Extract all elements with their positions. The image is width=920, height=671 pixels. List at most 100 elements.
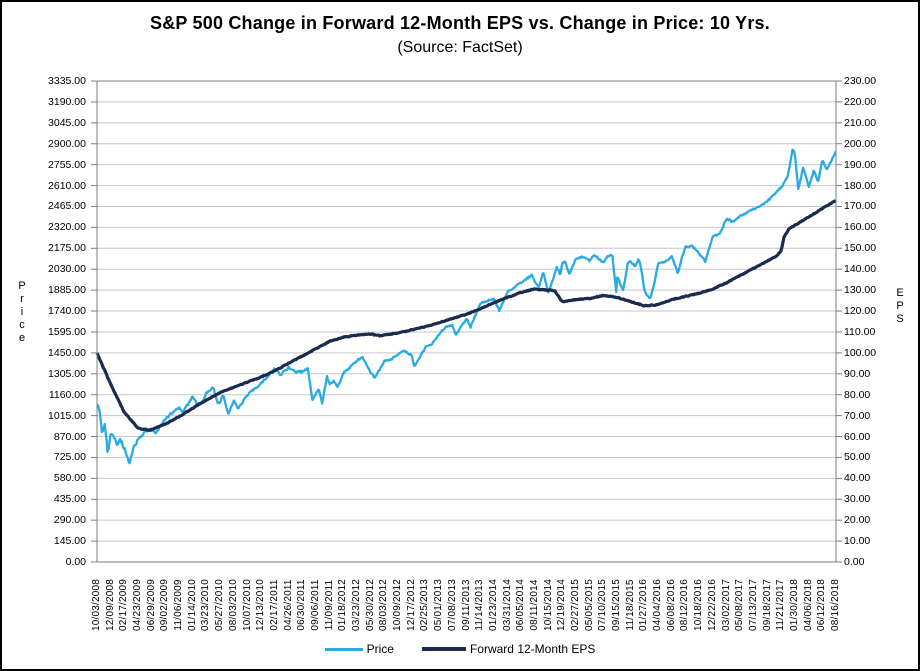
x-axis-label: 04/23/2009 — [132, 578, 144, 632]
y-axis-label-left: 2755.00 — [48, 158, 86, 171]
chart-title: S&P 500 Change in Forward 12-Month EPS v… — [150, 13, 770, 33]
x-axis-label: 02/17/2009 — [118, 578, 130, 632]
x-axis-label: 05/05/2015 — [583, 578, 595, 632]
legend-item-price: Price — [324, 642, 394, 656]
y-axis-label-right: 70.00 — [844, 409, 871, 422]
x-axis-label: 03/23/2012 — [351, 578, 363, 632]
x-axis-label: 03/31/2014 — [501, 578, 513, 632]
x-axis-label: 11/09/2011 — [323, 579, 335, 631]
y-axis-label-right: 100.00 — [844, 346, 877, 359]
x-axis-label: 08/03/2010 — [227, 578, 239, 632]
x-axis-label: 04/06/2018 — [802, 578, 814, 632]
y-axis-label-left: 725.00 — [53, 451, 86, 464]
x-axis-label: 06/12/2018 — [816, 578, 828, 632]
y-axis-label-right: 50.00 — [844, 451, 871, 464]
y-axis-label-left: 3190.00 — [48, 95, 86, 108]
x-axis-label: 05/08/2017 — [734, 578, 746, 632]
y-axis-label-right: 10.00 — [844, 535, 871, 548]
y-axis-label-left: 145.00 — [53, 535, 86, 548]
x-axis-label: 12/17/2012 — [405, 578, 417, 632]
x-axis-label: 09/18/2017 — [761, 578, 773, 632]
x-axis-label: 09/15/2015 — [611, 578, 623, 632]
y-axis-label-right: 220.00 — [844, 95, 877, 108]
y-axis-label-left: 1305.00 — [48, 367, 86, 380]
price-legend-label: Price — [366, 642, 394, 656]
legend-item-eps: Forward 12-Month EPS — [404, 642, 595, 656]
x-axis-label: 11/18/2015 — [624, 579, 636, 631]
eps-line — [95, 199, 837, 432]
y-axis-label-left: 1740.00 — [48, 305, 86, 318]
axis-ticks — [91, 80, 842, 563]
y-axis-label-left: 2900.00 — [48, 137, 86, 150]
price-legend-swatch — [324, 647, 363, 651]
eps-legend-label: Forward 12-Month EPS — [469, 642, 596, 656]
right-axis-title: EPS — [894, 287, 906, 326]
x-axis-label: 08/12/2016 — [679, 578, 691, 632]
x-axis-label: 02/27/2015 — [569, 578, 581, 632]
x-axis-label: 12/19/2014 — [556, 578, 568, 632]
y-axis-label-right: 40.00 — [844, 472, 871, 485]
x-axis-label: 12/13/2010 — [255, 578, 267, 632]
x-axis-label: 07/13/2017 — [747, 578, 759, 632]
x-axis-label: 05/01/2013 — [433, 578, 445, 632]
y-axis-label-right: 200.00 — [844, 137, 877, 150]
y-axis-label-right: 180.00 — [844, 179, 877, 192]
y-axis-label-right: 80.00 — [844, 388, 871, 401]
y-axis-label-right: 30.00 — [844, 493, 871, 506]
chart-subtitle: (Source: FactSet) — [397, 39, 523, 56]
y-axis-label-right: 20.00 — [844, 514, 871, 527]
y-axis-label-right: 110.00 — [844, 325, 876, 338]
x-axis-label: 12/22/2016 — [706, 578, 718, 632]
x-axis-label: 09/02/2009 — [159, 578, 171, 632]
y-axis-label-left: 3045.00 — [48, 116, 86, 129]
x-axis-label: 01/23/2014 — [487, 578, 499, 632]
y-axis-label-right: 90.00 — [844, 367, 871, 380]
y-axis-label-right: 140.00 — [844, 263, 877, 276]
x-axis-label: 04/26/2011 — [282, 579, 294, 631]
x-axis-label: 07/10/2015 — [597, 578, 609, 632]
y-axis-label-left: 2320.00 — [48, 221, 86, 234]
x-axis-label: 04/04/2016 — [652, 578, 664, 632]
y-axis-label-left: 435.00 — [53, 493, 86, 506]
x-axis-label: 07/08/2013 — [446, 578, 458, 632]
x-axis-label: 01/18/2012 — [337, 578, 349, 632]
x-axis-label: 06/30/2011 — [296, 579, 308, 631]
y-axis-label-left: 1885.00 — [48, 284, 86, 297]
y-axis-label-right: 230.00 — [844, 75, 877, 87]
x-axis-label: 10/07/2010 — [241, 578, 253, 632]
x-axis-label: 01/27/2016 — [638, 578, 650, 632]
x-axis-label: 02/25/2013 — [419, 578, 431, 632]
y-axis-label-right: 190.00 — [844, 158, 877, 171]
y-axis-label-right: 0.00 — [844, 556, 865, 568]
x-axis-label: 01/30/2018 — [788, 578, 800, 632]
x-axis-label: 08/11/2014 — [528, 579, 540, 631]
x-axis-label: 10/15/2014 — [542, 578, 554, 632]
y-axis-label-right: 160.00 — [844, 221, 877, 234]
x-axis-label: 06/08/2016 — [665, 578, 677, 632]
y-axis-label-right: 120.00 — [844, 305, 877, 318]
y-axis-label-left: 0.00 — [65, 556, 86, 568]
x-axis-label: 03/23/2010 — [200, 578, 212, 632]
x-axis-label: 05/30/2012 — [364, 578, 376, 632]
x-axis-label: 03/02/2017 — [720, 578, 732, 632]
x-axis-label: 11/06/2009 — [173, 579, 185, 631]
y-axis-label-left: 2610.00 — [48, 179, 86, 192]
x-axis-label: 08/03/2012 — [378, 578, 390, 632]
y-axis-label-right: 60.00 — [844, 430, 871, 443]
y-axis-label-right: 150.00 — [844, 242, 877, 255]
y-axis-label-left: 2030.00 — [48, 263, 86, 276]
y-axis-label-left: 290.00 — [53, 514, 86, 527]
legend: Price Forward 12-Month EPS — [2, 642, 918, 656]
y-axis-label-right: 210.00 — [844, 116, 877, 129]
x-axis-label: 01/14/2010 — [186, 578, 198, 632]
eps-legend-swatch — [421, 647, 466, 651]
x-axis-label: 11/21/2017 — [775, 579, 787, 631]
y-axis-label-left: 1160.00 — [48, 388, 86, 401]
x-axis-label: 02/17/2011 — [268, 579, 280, 631]
y-axis-label-left: 2465.00 — [48, 200, 86, 213]
x-axis-label: 06/05/2014 — [515, 578, 527, 632]
x-axis-label: 09/06/2011 — [309, 579, 321, 631]
x-axis-label: 08/16/2018 — [830, 578, 841, 632]
